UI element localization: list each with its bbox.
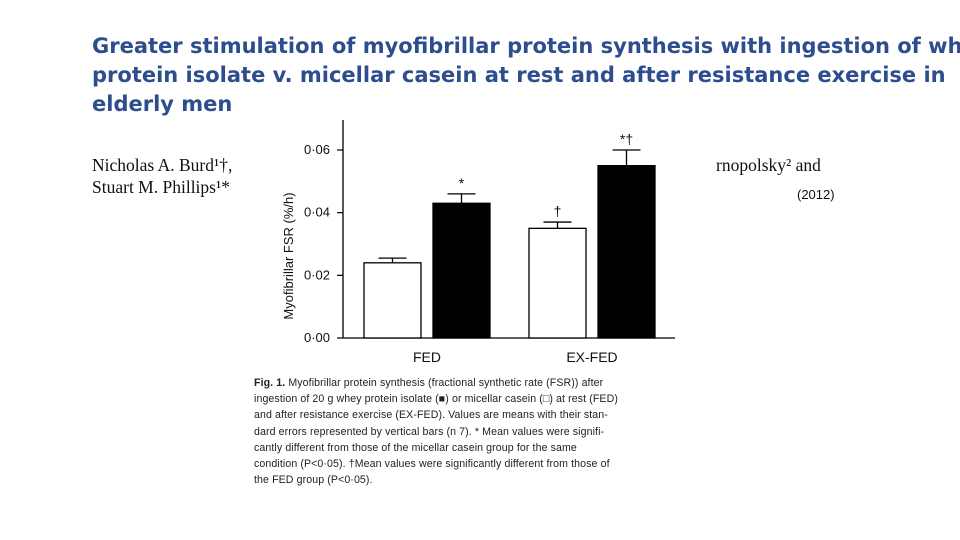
- caption-label: Fig. 1.: [254, 377, 286, 389]
- bar: [432, 202, 491, 339]
- paper-title-line: protein isolate v. micellar casein at re…: [92, 63, 946, 87]
- figure-caption: Fig. 1. Myofibrillar protein synthesis (…: [254, 375, 704, 488]
- y-tick-label: 0·06: [304, 142, 330, 157]
- caption-line: condition (P<0·05). †Mean values were si…: [254, 458, 610, 471]
- publication-year: (2012): [797, 187, 835, 202]
- fsr-bar-chart: 0·00 0·02 0·04 0·06 Myofibrillar FSR (%/h) * F…: [281, 120, 675, 365]
- significance-marker: *: [459, 175, 465, 191]
- caption-line: cantly different from those of the micel…: [254, 441, 577, 454]
- x-category-label: FED: [413, 349, 441, 365]
- author-line: Stuart M. Phillips¹*: [92, 177, 230, 197]
- paper-title: Greater stimulation of myofibrillar prot…: [92, 32, 960, 119]
- caption-line: and after resistance exercise (EX-FED). …: [254, 409, 608, 422]
- author-list: Nicholas A. Burd¹†, Stuart M. Phillips¹*: [92, 154, 232, 198]
- author-line-right: rnopolsky² and: [716, 155, 821, 175]
- paper-title-line: elderly men: [92, 92, 233, 116]
- y-axis-label: Myofibrillar FSR (%/h): [281, 192, 296, 319]
- significance-marker: †: [554, 203, 562, 219]
- bar: [363, 262, 422, 339]
- y-tick-label: 0·00: [304, 330, 330, 345]
- y-tick-label: 0·04: [304, 205, 330, 220]
- significance-marker: *†: [620, 131, 633, 147]
- y-tick-label: 0·02: [304, 267, 330, 282]
- bar: [528, 227, 587, 339]
- caption-line: Fig. 1. Myofibrillar protein synthesis (…: [254, 375, 704, 391]
- caption-line: ingestion of 20 g whey protein isolate (…: [254, 393, 618, 406]
- caption-line: the FED group (P<0·05).: [254, 474, 373, 487]
- paper-title-line: Greater stimulation of myofibrillar prot…: [92, 34, 960, 58]
- caption-line: dard errors represented by vertical bars…: [254, 425, 605, 438]
- caption-text: Myofibrillar protein synthesis (fraction…: [285, 377, 604, 389]
- x-category-label: EX-FED: [566, 349, 617, 365]
- bar: [597, 165, 656, 339]
- author-line: Nicholas A. Burd¹†,: [92, 155, 233, 175]
